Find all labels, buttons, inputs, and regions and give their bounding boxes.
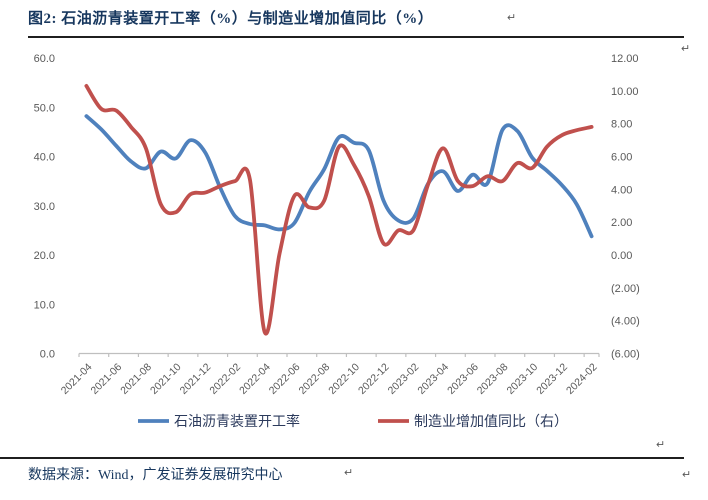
- x-axis-tick-label: 2023-06: [445, 361, 481, 397]
- y-axis-left-tick-label: 50.0: [34, 102, 55, 114]
- x-axis-tick-label: 2022-10: [326, 361, 362, 397]
- x-axis-tick-label: 2021-12: [178, 361, 214, 397]
- x-axis-tick-label: 2023-10: [505, 361, 541, 397]
- y-axis-right-tick-label: 10.00: [611, 86, 639, 98]
- dual-axis-line-chart: 60.0 50.0 40.0 30.0 20.0 10.0 0.0 12.00 10.00 8.0…: [34, 53, 640, 430]
- y-axis-left-tick-label: 30.0: [34, 201, 55, 213]
- x-axis-tick-label: 2022-06: [267, 361, 303, 397]
- x-axis-tick-label: 2021-04: [59, 361, 95, 397]
- y-axis-left-tick-label: 60.0: [34, 53, 55, 65]
- y-axis-left-tick-label: 10.0: [34, 299, 55, 311]
- x-axis-tick-label: 2023-04: [415, 361, 451, 397]
- data-source-note: 数据来源：Wind，广发证券发展研究中心: [28, 468, 283, 483]
- return-mark-icon: ↵: [344, 467, 354, 479]
- chart-title: 图2: 石油沥青装置开工率（%）与制造业增加值同比（%）: [28, 11, 434, 27]
- y-axis-right-tick-label: (4.00): [611, 316, 640, 328]
- series-line-1: [84, 84, 594, 336]
- footer-divider: [0, 457, 684, 459]
- x-axis-tick-label: 2023-02: [386, 361, 422, 397]
- x-axis-tick-label: 2022-02: [207, 361, 243, 397]
- legend-label: 石油沥青装置开工率: [174, 413, 300, 430]
- y-axis-left-tick-label: 40.0: [34, 152, 55, 164]
- y-axis-right-tick-label: (6.00): [611, 349, 640, 361]
- title-divider: [28, 36, 684, 38]
- return-mark-icon: ↵: [682, 469, 692, 481]
- y-axis-right-tick-label: (2.00): [611, 283, 640, 295]
- return-mark-icon: ↵: [681, 43, 691, 55]
- x-axis-tick-label: 2021-08: [118, 361, 154, 397]
- legend-label: 制造业增加值同比（右）: [414, 414, 568, 430]
- legend-item-0: 石油沥青装置开工率: [138, 413, 300, 430]
- y-axis-left-tick-label: 20.0: [34, 250, 55, 262]
- return-mark-icon: ↵: [656, 439, 666, 451]
- legend-item-1: 制造业增加值同比（右）: [378, 414, 568, 430]
- x-axis-tick-label: 2022-12: [356, 361, 392, 397]
- x-axis-tick-label: 2024-02: [564, 361, 600, 397]
- x-axis-tick-label: 2022-04: [237, 361, 273, 397]
- y-axis-left-tick-label: 0.0: [40, 349, 55, 361]
- y-axis-right-tick-label: 6.00: [611, 152, 632, 164]
- series-line-0: [84, 114, 594, 239]
- return-mark-icon: ↵: [507, 12, 517, 24]
- x-axis-tick-label: 2022-08: [297, 361, 333, 397]
- x-axis-tick-label: 2023-12: [534, 361, 570, 397]
- y-axis-right-tick-label: 12.00: [611, 53, 639, 65]
- y-axis-right-tick-label: 2.00: [611, 217, 632, 229]
- y-axis-right-tick-label: 8.00: [611, 119, 632, 131]
- x-axis-tick-label: 2021-10: [148, 361, 184, 397]
- x-axis-tick-label: 2023-08: [475, 361, 511, 397]
- y-axis-right-tick-label: 4.00: [611, 184, 632, 196]
- y-axis-right-tick-label: 0.00: [611, 250, 632, 262]
- x-axis-tick-label: 2021-06: [89, 361, 125, 397]
